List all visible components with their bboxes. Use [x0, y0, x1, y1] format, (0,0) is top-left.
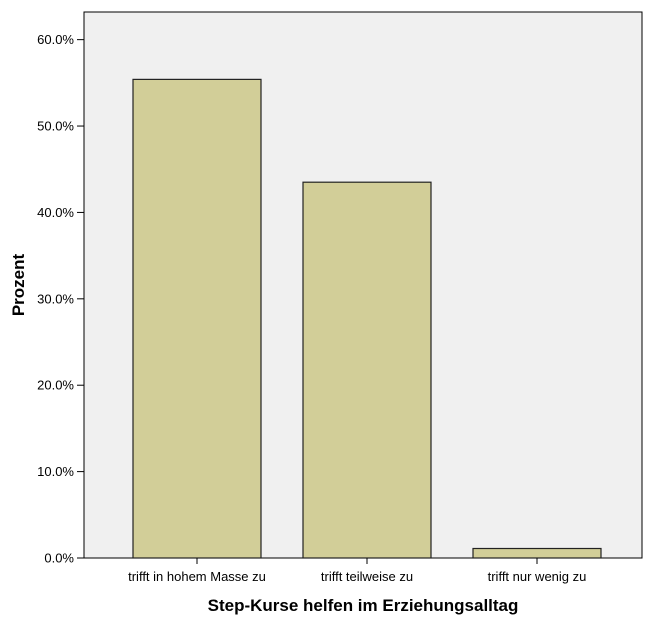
y-tick-label: 20.0% [37, 378, 74, 393]
y-tick-label: 0.0% [44, 551, 74, 566]
y-tick-label: 60.0% [37, 32, 74, 47]
x-axis: trifft in hohem Masse zu trifft teilweise… [128, 558, 586, 584]
y-tick-label: 50.0% [37, 119, 74, 134]
bar-1 [132, 78, 262, 559]
x-tick-label: trifft nur wenig zu [488, 569, 587, 584]
bars-group [132, 78, 602, 559]
y-tick-label: 40.0% [37, 205, 74, 220]
x-tick-label: trifft in hohem Masse zu [128, 569, 266, 584]
bar-2 [302, 181, 432, 559]
x-tick-label: trifft teilweise zu [321, 569, 413, 584]
y-tick-label: 10.0% [37, 464, 74, 479]
y-tick-label: 30.0% [37, 291, 74, 306]
y-axis: 0.0% 10.0% 20.0% 30.0% 40.0% 50.0% 60.0% [37, 32, 84, 566]
x-axis-title: Step-Kurse helfen im Erziehungsalltag [208, 596, 519, 615]
bar-3 [472, 547, 602, 559]
y-axis-title: Prozent [9, 253, 28, 316]
